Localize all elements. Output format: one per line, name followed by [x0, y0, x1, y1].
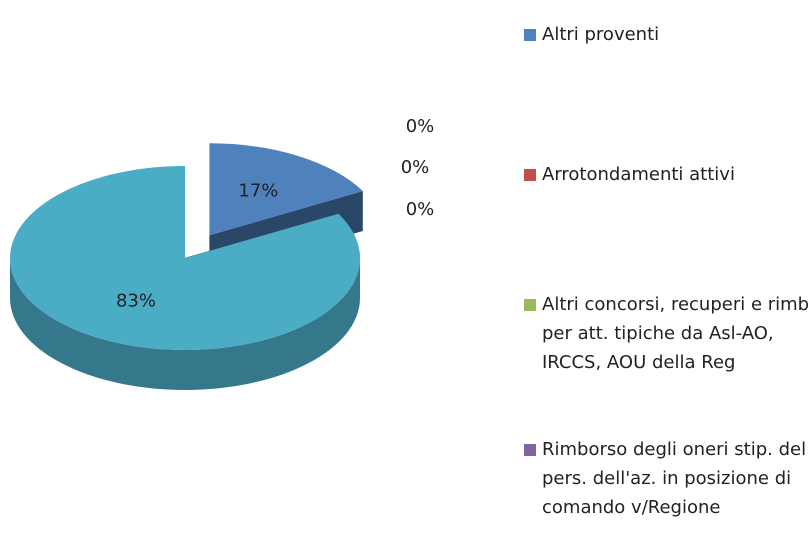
legend-entry: Arrotondamenti attivi — [522, 160, 811, 189]
data-label: 0% — [406, 116, 435, 137]
legend-entry: Altri proventi — [522, 20, 811, 49]
slice — [209, 143, 363, 236]
legend-swatch — [524, 299, 536, 311]
data-label: 0% — [401, 157, 430, 178]
data-label: 0% — [406, 199, 435, 220]
legend-label: Altri concorsi, recuperi e rimb per att.… — [542, 294, 810, 373]
legend-entry: Rimborso degli oneri stip. del pers. del… — [522, 435, 811, 522]
legend-label: Arrotondamenti attivi — [542, 164, 735, 185]
slice — [10, 166, 361, 350]
legend-label: Altri proventi — [542, 24, 660, 45]
legend-swatch — [524, 29, 536, 41]
slice-wall — [10, 258, 360, 390]
data-label: 17% — [238, 181, 278, 202]
legend-entry: Altri concorsi, recuperi e rimb per att.… — [522, 290, 811, 377]
legend-swatch — [524, 169, 536, 181]
data-label: 83% — [116, 291, 156, 312]
legend-swatch — [524, 444, 536, 456]
legend-label: Rimborso degli oneri stip. del pers. del… — [542, 439, 807, 518]
